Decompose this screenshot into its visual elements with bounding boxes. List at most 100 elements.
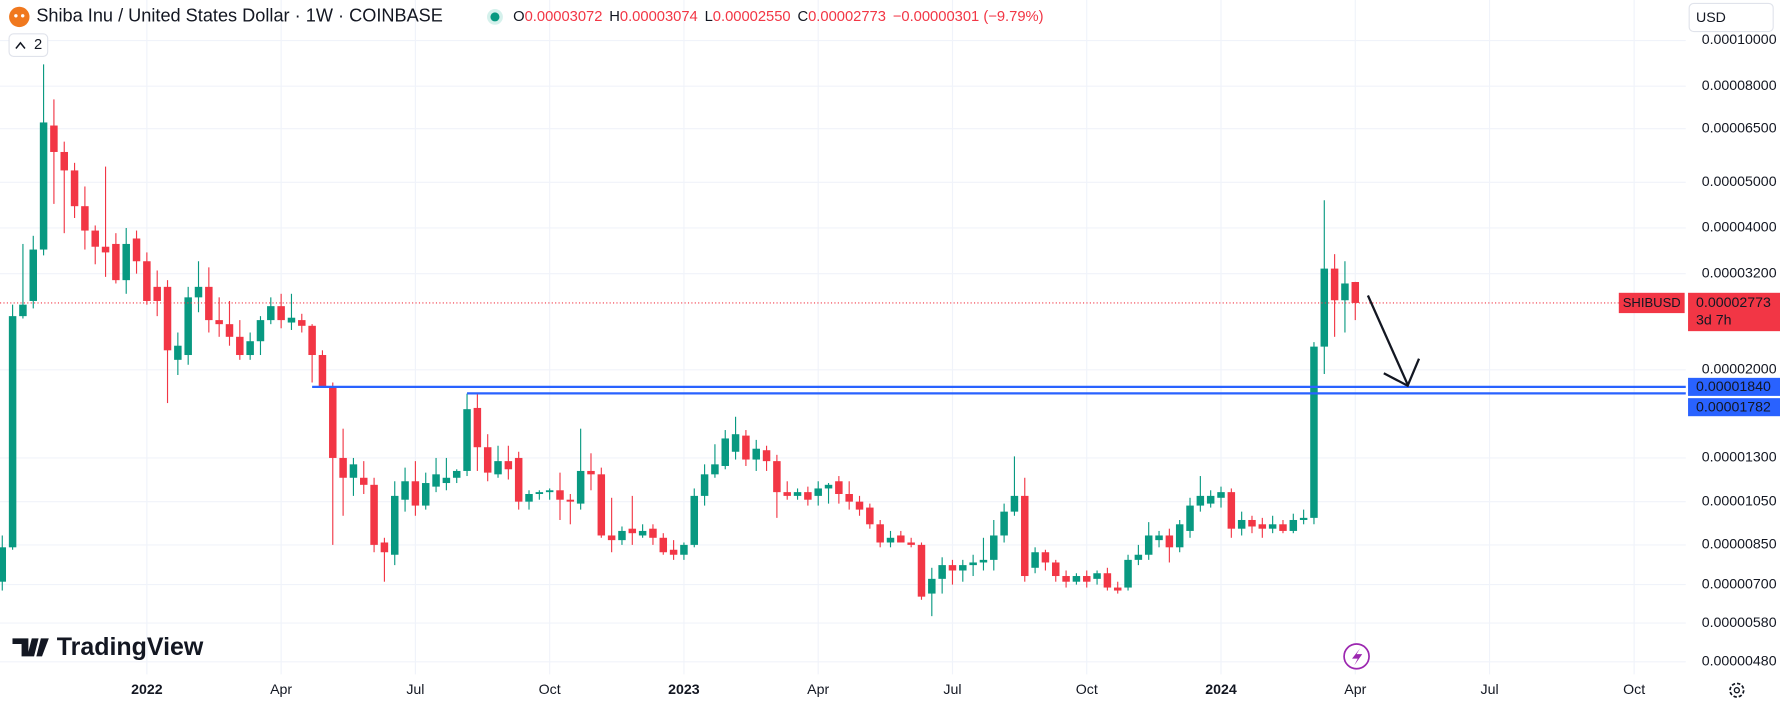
ohlc-value: 0.00003072 [525, 9, 603, 25]
drawing-arrow[interactable] [1366, 295, 1409, 386]
candle-body [1113, 587, 1122, 591]
candle-body [824, 484, 833, 489]
x-tick-label: 2022 [131, 681, 163, 697]
candle-body [659, 537, 668, 553]
candle-body [1031, 552, 1039, 568]
candle-body [101, 246, 110, 253]
symbol-title[interactable]: Shiba Inu / United States Dollar · 1W · … [36, 6, 443, 26]
ohlc-value: 0.00002550 [713, 9, 791, 25]
candle-body [81, 206, 89, 231]
candle-body [1186, 505, 1194, 531]
candle-body [990, 535, 998, 560]
candle-body [1134, 554, 1143, 560]
candle-body [607, 535, 616, 541]
candle-body [153, 286, 161, 301]
candle-body [246, 341, 254, 356]
currency-label[interactable]: USD [1696, 9, 1726, 25]
candle-body [1320, 268, 1329, 347]
symbol-icon [9, 6, 30, 28]
candle-body [225, 324, 234, 337]
symbol-icon-eye [21, 14, 25, 18]
ohlc-key: C [797, 9, 808, 25]
price-tag-label: 0.00002773 [1696, 294, 1771, 310]
candle-body [514, 457, 523, 502]
currency-select[interactable] [1688, 2, 1774, 33]
candle-body [329, 386, 337, 458]
candle-body [876, 524, 884, 543]
line-price-label: 0.00001840 [1696, 378, 1771, 394]
grid [0, 0, 1686, 675]
candle-body [855, 501, 864, 510]
candle-body [380, 542, 389, 553]
candle-body [287, 317, 296, 323]
candle-body [1052, 562, 1060, 577]
market-status-dot [490, 12, 500, 22]
candle-body [349, 464, 358, 478]
candle-body [1258, 524, 1267, 529]
candle-body [1299, 517, 1308, 520]
line-price-tag [1688, 377, 1780, 396]
symbol-icon-eye [14, 14, 18, 18]
ohlc-change: −0.00000301 (−9.79%) [893, 9, 1044, 25]
ohlc-key: O [513, 9, 524, 25]
candle-body [194, 286, 203, 298]
candle-body [773, 461, 781, 493]
countdown-label: 3d 7h [1696, 312, 1731, 328]
y-tick-label: 0.00010000 [1702, 31, 1777, 47]
candle-body [215, 320, 223, 325]
indicator-count[interactable]: 2 [34, 37, 42, 53]
candle-body [19, 304, 27, 317]
x-tick-label: Oct [1623, 681, 1645, 697]
y-tick-label: 0.00001050 [1702, 492, 1777, 508]
candle-body [1144, 535, 1153, 555]
candle-body [318, 355, 327, 387]
line-price-label: 0.00001782 [1696, 399, 1771, 415]
candle-body [556, 490, 564, 500]
candle-body [401, 481, 409, 500]
ohlc-key: H [609, 9, 620, 25]
candle-body [39, 122, 48, 250]
candle-body [1082, 576, 1091, 582]
candle-body [1227, 492, 1236, 529]
candle-body [1062, 576, 1070, 582]
candle-body [1310, 346, 1318, 518]
candle-body [308, 325, 316, 356]
candle-body [143, 261, 151, 301]
candle-body [917, 544, 926, 597]
candle-body [8, 316, 17, 548]
candle-body [793, 492, 802, 496]
candle-body [680, 544, 688, 555]
y-tick-label: 0.00003200 [1702, 264, 1777, 280]
candle-body [959, 565, 967, 571]
y-tick-label: 0.00000700 [1702, 575, 1777, 591]
x-tick-label: Apr [270, 681, 292, 697]
candle-body [298, 320, 306, 326]
candle-body [390, 495, 399, 555]
candle-body [886, 537, 895, 543]
candle-body [132, 238, 141, 262]
candle-body [421, 483, 430, 506]
candle-body [432, 474, 440, 487]
chevron-icon [15, 41, 26, 49]
candle-body [1196, 495, 1205, 506]
candle-body [804, 492, 812, 500]
y-tick-label: 0.00002000 [1702, 361, 1777, 377]
ohlc-value: 0.00002773 [808, 9, 886, 25]
indicator-toggle[interactable] [8, 33, 49, 57]
y-tick-label: 0.00000850 [1702, 536, 1777, 552]
candle-body [370, 484, 378, 545]
candle-body [649, 528, 657, 538]
candle-body [463, 409, 471, 471]
candle-body [1289, 519, 1298, 531]
candle-body [1279, 524, 1287, 531]
candle-body [50, 125, 58, 152]
candle-body [948, 565, 957, 571]
candle-body [1093, 573, 1101, 579]
candle-body [783, 492, 791, 496]
y-tick-label: 0.00008000 [1702, 77, 1777, 93]
candle-body [1330, 268, 1339, 301]
watermark: TradingView [57, 633, 204, 661]
candle-body [360, 477, 368, 485]
settings-icon[interactable] [1729, 682, 1745, 698]
